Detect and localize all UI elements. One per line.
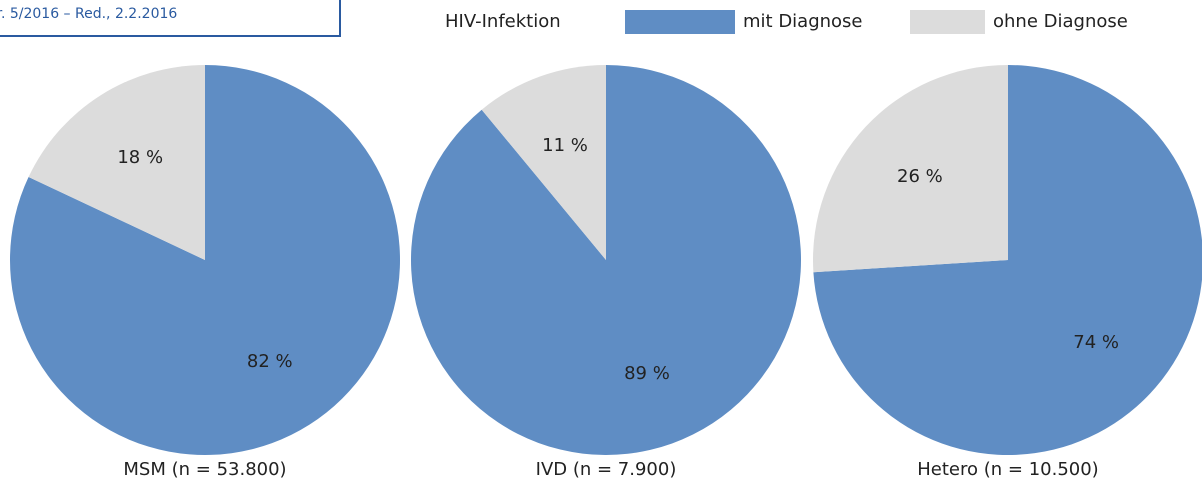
legend-title: HIV-Infektion [445, 11, 561, 32]
value-label: 11 % [542, 135, 588, 156]
legend-swatch [910, 10, 985, 34]
value-label: 74 % [1073, 332, 1119, 353]
value-label: 18 % [117, 147, 163, 168]
pie-slice [813, 65, 1202, 455]
pie-slice [28, 65, 205, 260]
legend-swatch [625, 10, 735, 34]
pie-slice [812, 65, 1008, 273]
note: Nr. 5/2016 – Red., 2.2.2016 [0, 6, 177, 22]
value-label: 82 % [247, 351, 293, 372]
note-box [0, 0, 341, 37]
value-label: 26 % [897, 166, 943, 187]
legend-label: ohne Diagnose [993, 11, 1128, 32]
pie-title: IVD (n = 7.900) [536, 459, 677, 480]
pie-title: MSM (n = 53.800) [123, 459, 286, 480]
pie-title: Hetero (n = 10.500) [917, 459, 1098, 480]
legend-label: mit Diagnose [743, 11, 863, 32]
pie-slice [10, 65, 401, 455]
pie-slice [411, 65, 802, 456]
value-label: 89 % [624, 363, 670, 384]
pie-slice [481, 65, 606, 260]
